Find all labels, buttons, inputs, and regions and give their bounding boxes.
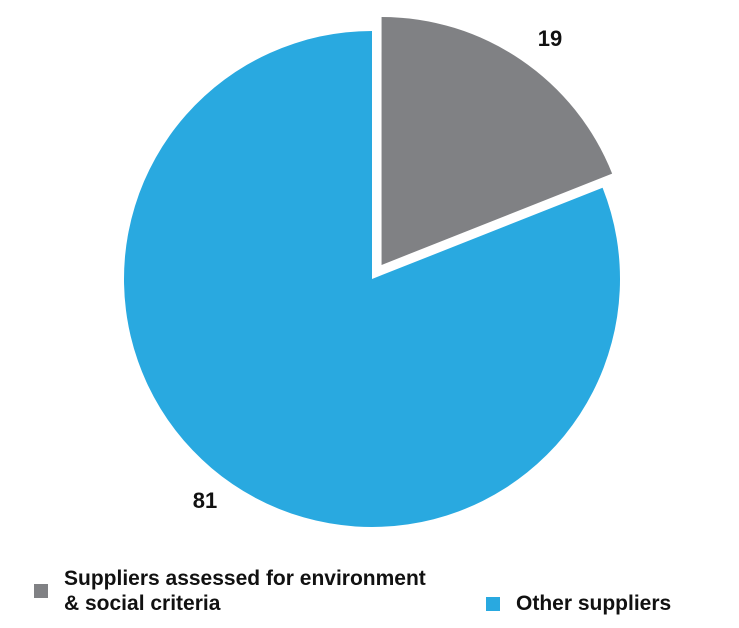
legend: Suppliers assessed for environment & soc…	[0, 566, 739, 626]
data-label-other: 81	[193, 488, 217, 513]
data-label-assessed: 19	[538, 26, 562, 51]
legend-swatch-other	[486, 596, 500, 611]
pie-slices	[124, 16, 620, 527]
legend-swatch-assessed	[34, 584, 48, 598]
pie-slice-other	[124, 31, 620, 527]
legend-label-assessed: Suppliers assessed for environment & soc…	[64, 567, 426, 615]
legend-item-assessed: Suppliers assessed for environment & soc…	[34, 566, 444, 616]
legend-item-other: Other suppliers	[486, 591, 671, 616]
legend-label-other: Other suppliers	[516, 592, 672, 615]
pie-slice-assessed	[381, 16, 613, 265]
